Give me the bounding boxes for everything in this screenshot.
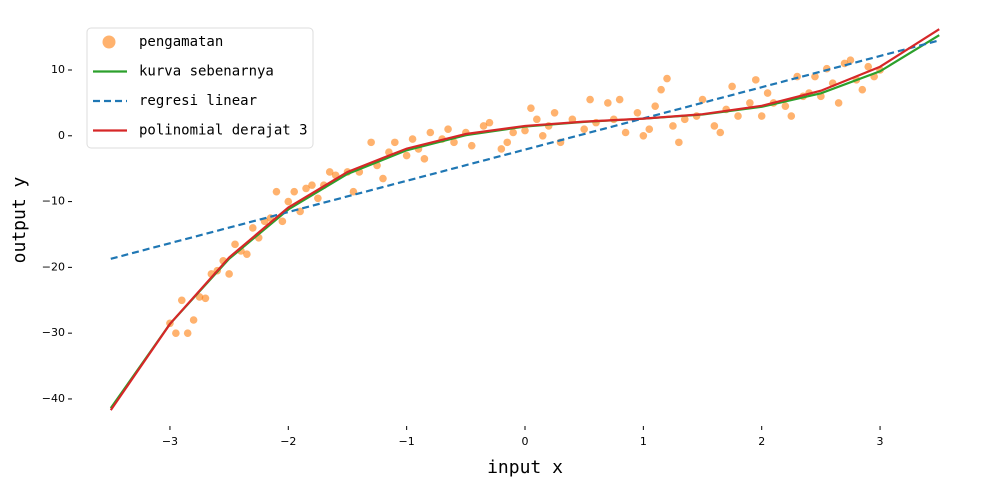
y-tick-label: −40 xyxy=(42,392,65,405)
data-point xyxy=(604,99,612,107)
data-point xyxy=(864,62,873,71)
data-point xyxy=(633,108,642,117)
data-point xyxy=(663,74,671,83)
data-point xyxy=(379,174,387,183)
data-point xyxy=(834,99,843,107)
data-point xyxy=(243,250,251,259)
data-point xyxy=(426,128,435,137)
data-point xyxy=(248,224,257,232)
x-tick-label: −1 xyxy=(399,435,415,448)
data-point xyxy=(402,151,411,160)
data-point xyxy=(497,145,506,153)
x-tick-label: −3 xyxy=(162,435,178,448)
data-point xyxy=(284,197,293,206)
data-point xyxy=(751,76,760,84)
data-point xyxy=(189,316,198,324)
data-point xyxy=(550,108,559,117)
x-tick-label: 3 xyxy=(877,435,884,448)
data-point xyxy=(645,125,654,134)
data-point xyxy=(716,128,725,137)
data-point xyxy=(521,126,529,135)
data-point xyxy=(408,135,417,143)
data-point xyxy=(538,131,547,140)
data-point xyxy=(527,104,535,112)
data-point xyxy=(302,184,310,193)
data-point xyxy=(787,112,796,120)
data-point xyxy=(308,181,316,189)
data-point xyxy=(278,217,287,226)
y-tick-label: 0 xyxy=(58,129,65,142)
data-point xyxy=(183,329,192,337)
data-point xyxy=(710,122,719,130)
data-point xyxy=(231,240,239,249)
data-point xyxy=(172,329,180,337)
data-point xyxy=(533,115,541,124)
data-point xyxy=(444,125,452,134)
x-tick-label: 2 xyxy=(758,435,765,448)
legend-label: polinomial derajat 3 xyxy=(139,123,308,139)
legend-label: pengamatan xyxy=(139,34,223,50)
data-point xyxy=(746,99,754,107)
data-point xyxy=(391,138,399,147)
data-point xyxy=(763,89,772,97)
data-point xyxy=(314,194,322,203)
y-axis-label: output y xyxy=(9,176,30,263)
y-tick-label: 10 xyxy=(51,63,65,76)
legend-label: regresi linear xyxy=(139,93,257,109)
data-point xyxy=(201,294,210,303)
data-point xyxy=(290,187,299,196)
data-point xyxy=(509,128,517,137)
x-tick-label: 0 xyxy=(522,435,529,448)
data-point xyxy=(272,187,281,196)
y-tick-label: −30 xyxy=(42,326,65,339)
data-point xyxy=(698,95,707,104)
x-tick-label: 1 xyxy=(640,435,647,448)
data-point xyxy=(467,141,476,150)
data-point xyxy=(858,85,867,94)
data-point xyxy=(420,155,429,163)
data-point xyxy=(367,138,375,147)
series-line xyxy=(109,28,940,411)
data-point xyxy=(615,95,624,104)
data-point xyxy=(680,115,689,124)
data-point xyxy=(675,138,683,147)
data-point xyxy=(479,122,488,130)
data-point xyxy=(503,138,512,147)
data-point xyxy=(657,85,665,94)
data-point xyxy=(568,115,577,124)
data-point xyxy=(580,125,588,134)
data-point xyxy=(669,122,677,130)
data-point xyxy=(225,270,233,278)
legend-box xyxy=(86,27,314,149)
x-axis-label: input x xyxy=(487,457,563,478)
data-point xyxy=(485,118,494,127)
data-point xyxy=(177,296,186,305)
legend-marker xyxy=(102,35,116,49)
y-tick-label: −20 xyxy=(42,260,65,273)
data-point xyxy=(734,112,742,120)
data-point xyxy=(639,131,648,140)
data-point xyxy=(621,128,630,137)
data-point xyxy=(781,102,790,110)
y-tick-label: −10 xyxy=(42,195,65,208)
x-tick-label: −2 xyxy=(280,435,296,448)
data-point xyxy=(651,102,659,110)
data-point xyxy=(325,168,334,176)
data-point xyxy=(757,112,766,120)
data-point xyxy=(586,95,594,104)
data-point xyxy=(450,138,458,147)
data-point xyxy=(846,56,855,64)
data-point xyxy=(728,82,736,91)
legend-label: kurva sebenarnya xyxy=(139,64,274,80)
